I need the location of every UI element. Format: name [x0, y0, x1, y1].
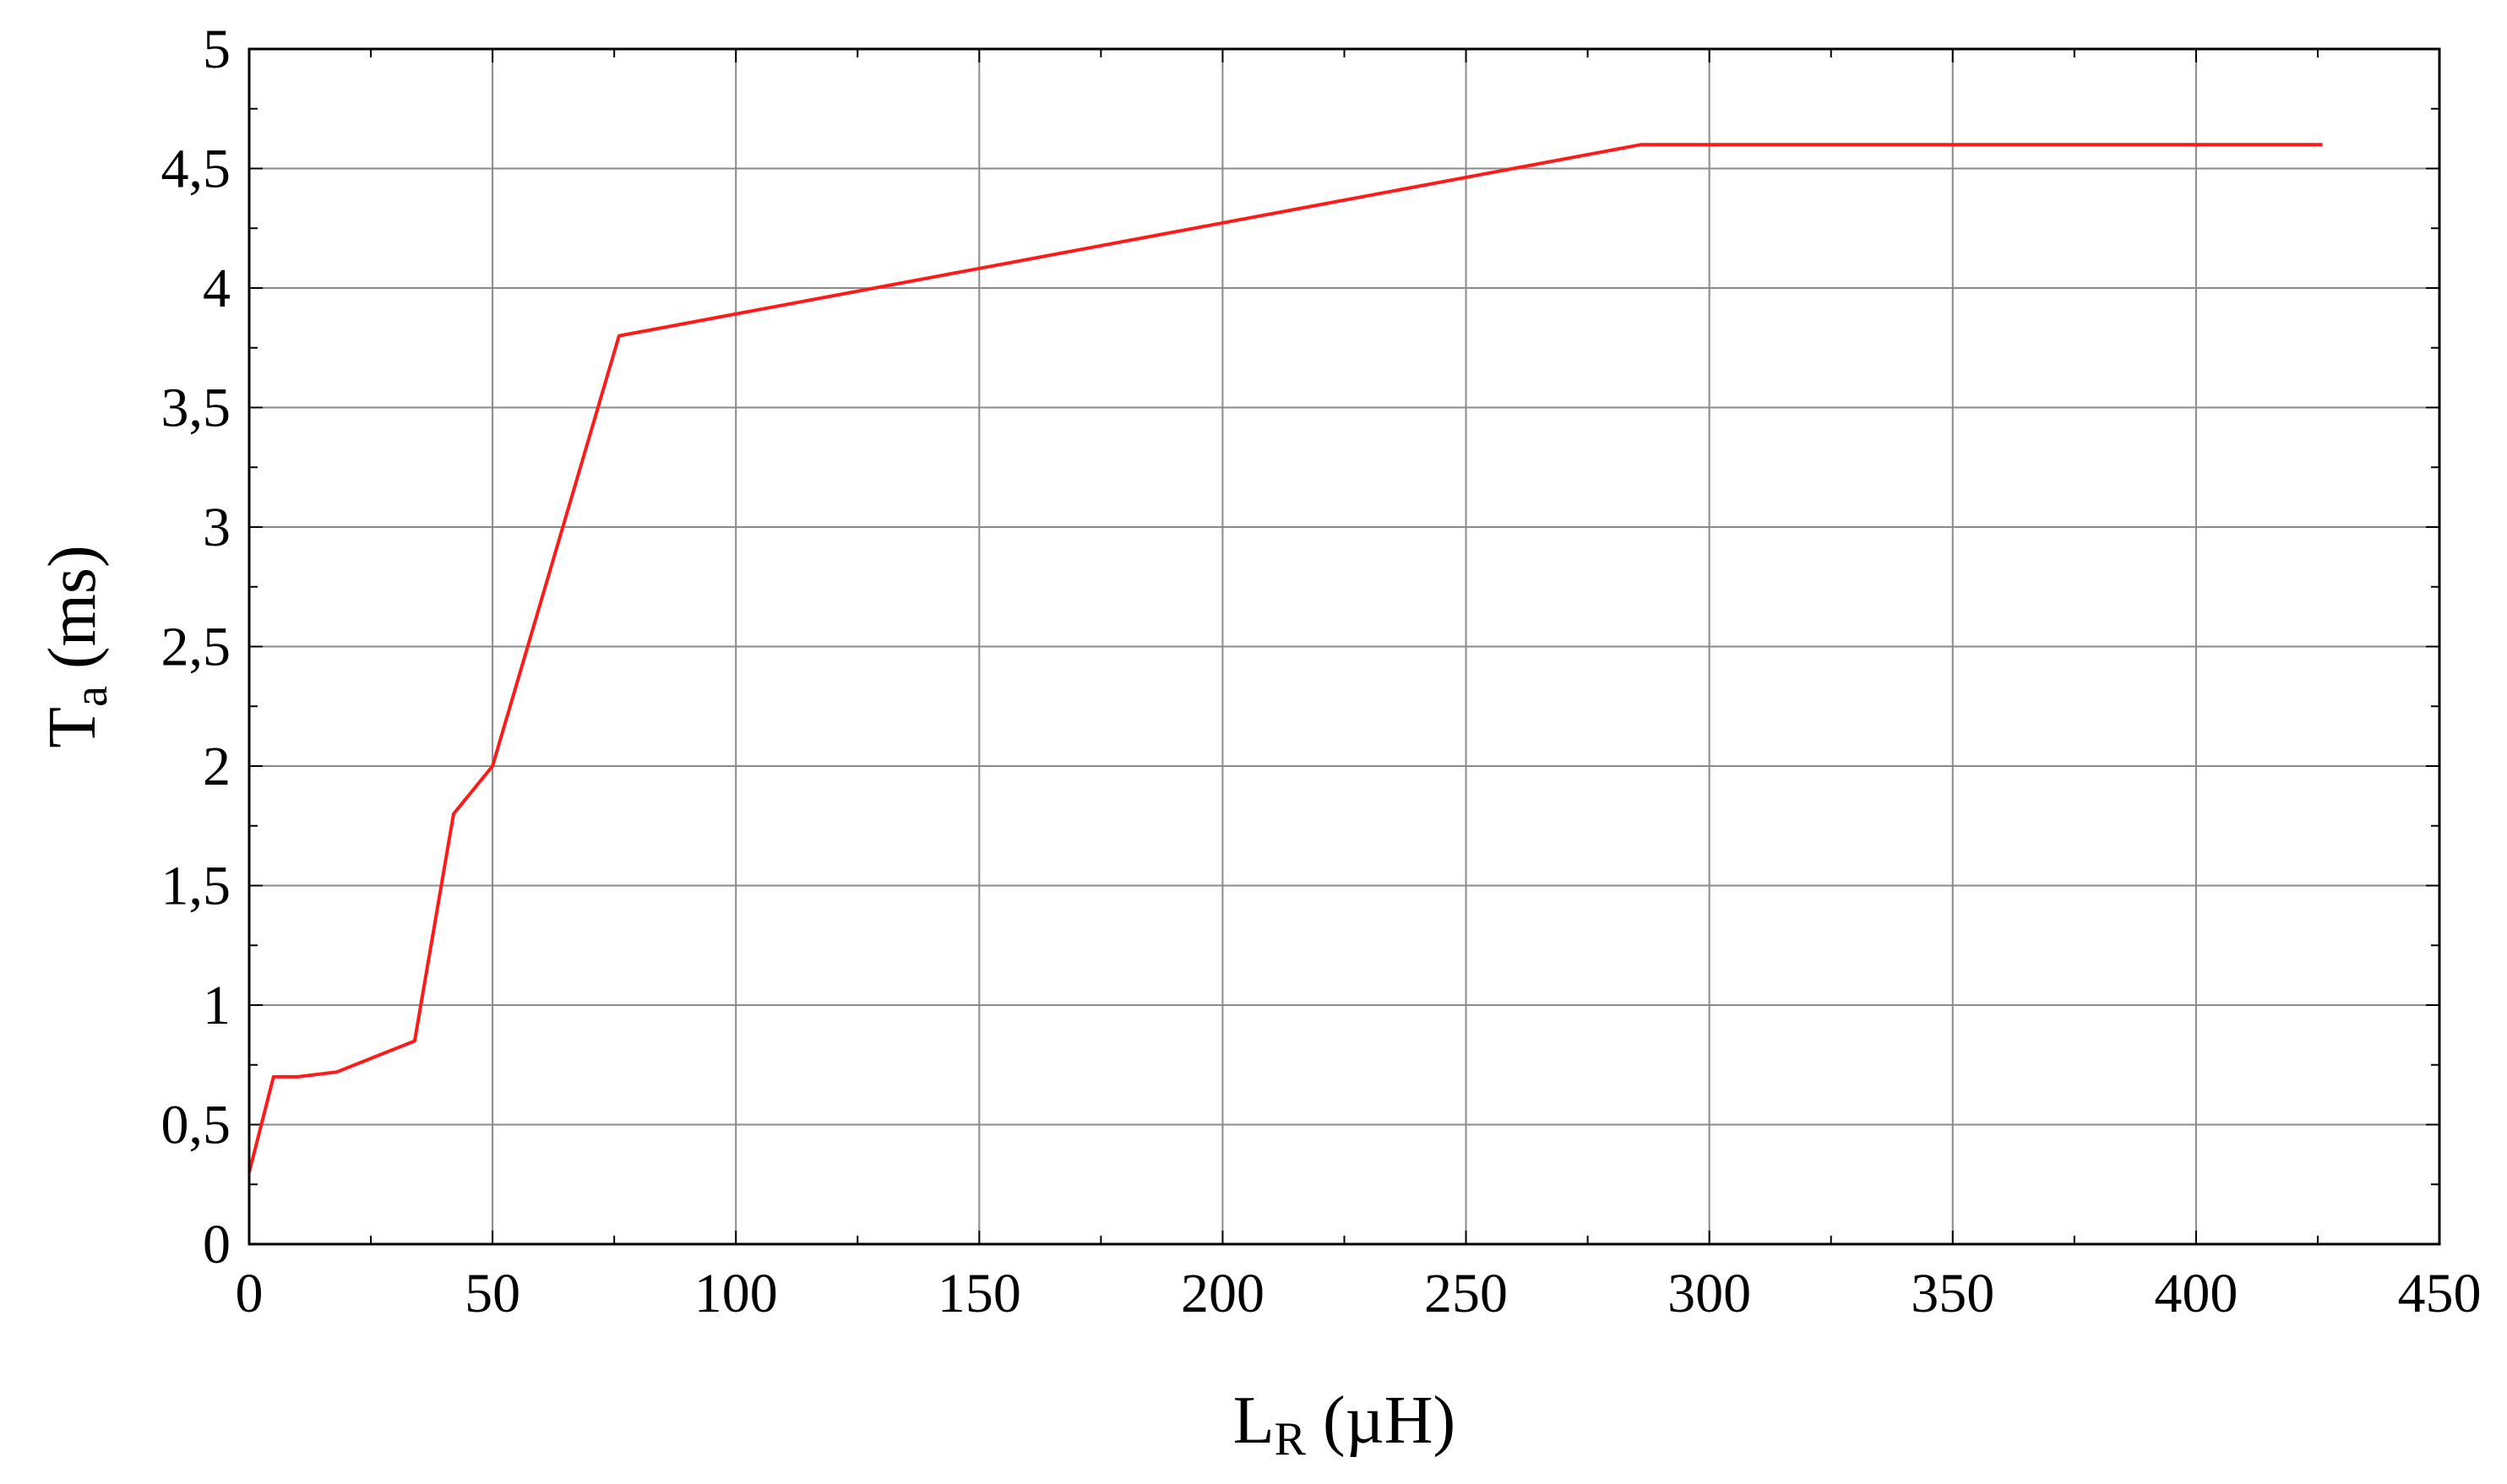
x-tick-label: 350	[1911, 1263, 1994, 1324]
x-tick-label: 150	[938, 1263, 1021, 1324]
x-tick-label: 400	[2154, 1263, 2238, 1324]
y-tick-label: 0	[203, 1214, 231, 1275]
series-lines	[247, 143, 2323, 1173]
y-tick-label: 4,5	[161, 139, 231, 200]
x-tick-label: 0	[236, 1263, 264, 1324]
y-axis-title-subscript: a	[65, 686, 117, 707]
x-tick-labels: 0 50 100 150 200 250 300 350 400 450	[236, 1263, 2482, 1324]
y-tick-label: 3,5	[161, 378, 231, 439]
y-tick-label: 1	[203, 975, 231, 1036]
y-tick-label: 2,5	[161, 617, 231, 678]
x-tick-label: 450	[2398, 1263, 2482, 1324]
x-tick-label: 50	[465, 1263, 520, 1324]
y-tick-label: 1,5	[161, 856, 231, 917]
x-axis-title-unit: (µH)	[1306, 1383, 1455, 1458]
y-axis-title: Ta (ms)	[35, 545, 117, 747]
y-tick-label: 0,5	[161, 1095, 231, 1156]
x-axis-title: LR (µH)	[1233, 1383, 1455, 1465]
x-tick-label: 200	[1181, 1263, 1264, 1324]
y-tick-label: 3	[203, 497, 231, 558]
y-axis-title-main: T	[35, 707, 110, 748]
grid-lines	[249, 49, 2439, 1244]
series-line	[247, 143, 2323, 1173]
x-tick-label: 250	[1424, 1263, 1508, 1324]
y-tick-label: 4	[203, 258, 231, 319]
y-tick-labels: 0 0,5 1 1,5 2 2,5 3 3,5 4 4,5 5	[161, 19, 231, 1275]
x-axis-title-main: L	[1233, 1383, 1275, 1458]
x-tick-label: 100	[694, 1263, 778, 1324]
x-axis-title-subscript: R	[1275, 1413, 1307, 1465]
y-tick-label: 5	[203, 19, 231, 80]
x-tick-label: 300	[1667, 1263, 1751, 1324]
y-tick-label: 2	[203, 736, 231, 797]
y-axis-title-unit: (ms)	[35, 545, 110, 686]
plot-frame	[247, 47, 2441, 1246]
